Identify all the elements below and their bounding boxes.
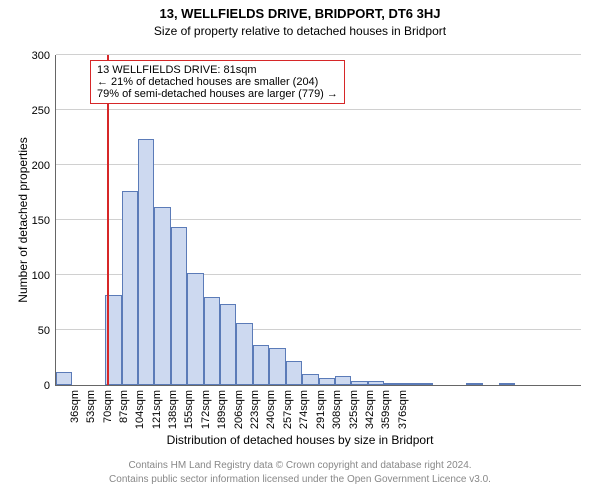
bar (253, 345, 269, 385)
chart-title: 13, WELLFIELDS DRIVE, BRIDPORT, DT6 3HJ (0, 6, 600, 21)
bar (122, 191, 138, 385)
bar (269, 348, 285, 385)
x-tick-label: 104sqm (134, 390, 146, 429)
bar (286, 361, 302, 385)
x-tick-label: 223sqm (249, 390, 261, 429)
bar (417, 383, 433, 385)
x-tick-label: 376sqm (397, 390, 409, 429)
y-tick-label: 100 (20, 270, 50, 282)
bar (401, 383, 417, 385)
x-tick-label: 172sqm (200, 390, 212, 429)
x-axis-label: Distribution of detached houses by size … (0, 433, 600, 447)
bar (171, 227, 187, 385)
x-tick-label: 155sqm (184, 390, 196, 429)
x-tick-label: 138sqm (167, 390, 179, 429)
bar (236, 323, 252, 385)
x-tick-label: 308sqm (331, 390, 343, 429)
bar (499, 383, 515, 385)
x-tick-label: 70sqm (102, 390, 114, 423)
bar (154, 207, 170, 385)
bar (56, 372, 72, 385)
x-tick-label: 359sqm (380, 390, 392, 429)
bar (368, 381, 384, 385)
bar (466, 383, 482, 385)
grid-line (56, 164, 581, 165)
x-tick-label: 274sqm (298, 390, 310, 429)
x-tick-label: 291sqm (315, 390, 327, 429)
grid-line (56, 54, 581, 55)
x-tick-label: 325sqm (348, 390, 360, 429)
bar (302, 374, 318, 385)
marker-line (107, 55, 109, 385)
y-tick-label: 150 (20, 215, 50, 227)
annotation-line: 13 WELLFIELDS DRIVE: 81sqm (97, 64, 338, 76)
bar (351, 381, 367, 385)
x-tick-label: 206sqm (233, 390, 245, 429)
bar (204, 297, 220, 385)
plot-area: 05010015020025030036sqm53sqm70sqm87sqm10… (55, 55, 581, 386)
x-tick-label: 257sqm (282, 390, 294, 429)
x-tick-label: 240sqm (266, 390, 278, 429)
x-tick-label: 189sqm (216, 390, 228, 429)
footer-line2: Contains public sector information licen… (0, 474, 600, 485)
bar (319, 378, 335, 385)
x-tick-label: 87sqm (118, 390, 130, 423)
y-tick-label: 300 (20, 50, 50, 62)
bar (187, 273, 203, 385)
x-tick-label: 36sqm (69, 390, 81, 423)
y-tick-label: 200 (20, 160, 50, 172)
x-tick-label: 342sqm (364, 390, 376, 429)
bar (384, 383, 400, 385)
chart-container: 13, WELLFIELDS DRIVE, BRIDPORT, DT6 3HJ … (0, 0, 600, 500)
y-tick-label: 50 (20, 325, 50, 337)
bar (138, 139, 154, 385)
x-tick-label: 121sqm (151, 390, 163, 429)
annotation-line: ← 21% of detached houses are smaller (20… (97, 76, 338, 88)
x-tick-label: 53sqm (85, 390, 97, 423)
grid-line (56, 109, 581, 110)
bar (335, 376, 351, 385)
y-tick-label: 250 (20, 105, 50, 117)
y-tick-label: 0 (20, 380, 50, 392)
chart-subtitle: Size of property relative to detached ho… (0, 24, 600, 38)
footer-line1: Contains HM Land Registry data © Crown c… (0, 460, 600, 471)
annotation-box: 13 WELLFIELDS DRIVE: 81sqm← 21% of detac… (90, 60, 345, 104)
annotation-line: 79% of semi-detached houses are larger (… (97, 88, 338, 100)
bar (220, 304, 236, 385)
